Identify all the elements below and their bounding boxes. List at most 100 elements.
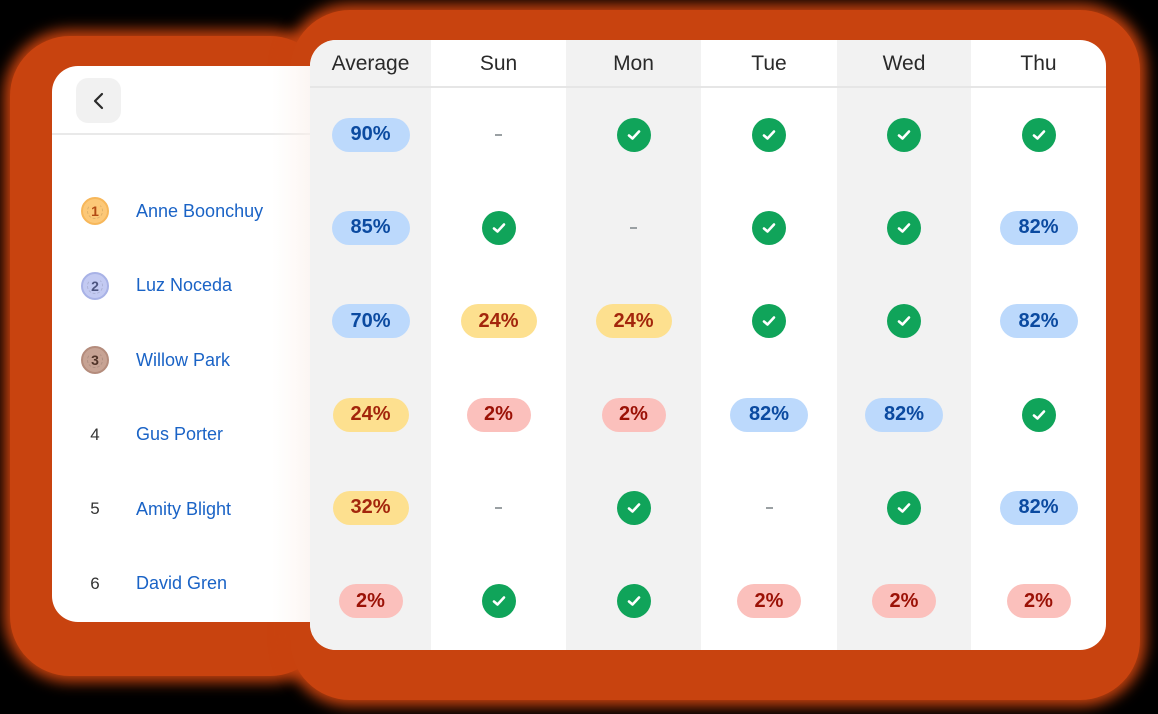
table-cell [701,461,837,554]
table-cell: 24% [566,275,701,368]
student-name-link[interactable]: David Gren [136,573,228,594]
check-circle-icon[interactable] [616,117,651,152]
table-cell [837,181,971,274]
table-cell: 82% [971,275,1106,368]
student-list-panel: 1 Anne Boonchuy 2 Luz Noceda 3 Willow Park 4 Gu… [52,66,332,622]
student-row[interactable]: 2 Luz Noceda [52,249,332,324]
check-circle-icon[interactable] [887,490,921,525]
score-pill-blue[interactable]: 82% [865,397,943,432]
table-cell: 2% [431,368,566,461]
student-row[interactable]: 3 Willow Park [52,323,332,398]
table-cell: 70% [310,275,431,368]
score-pill-red[interactable]: 2% [872,584,936,619]
back-button[interactable] [76,78,121,123]
column-header-sun[interactable]: Sun [479,52,518,75]
student-row[interactable]: 1 Anne Boonchuy [52,174,332,249]
rank-number-text: 4 [90,424,100,444]
score-pill-red[interactable]: 2% [1006,584,1071,619]
check-circle-icon[interactable] [752,117,786,152]
student-rank-list: 1 Anne Boonchuy 2 Luz Noceda 3 Willow Park 4 Gu… [52,174,332,621]
table-cell: 32% [310,461,431,554]
table-cell: 24% [431,275,566,368]
check-circle-icon[interactable] [481,584,516,619]
rank-number: 6 [80,569,110,599]
score-pill-red[interactable]: 2% [737,584,801,619]
student-row[interactable]: 5 Amity Blight [52,472,332,547]
column-header-thu[interactable]: Thu [1020,52,1057,75]
student-row[interactable]: 4 Gus Porter [52,398,332,473]
table-cell [431,181,566,274]
score-pill-yellow[interactable]: 32% [332,490,409,525]
score-pill-yellow[interactable]: 24% [595,304,672,339]
rank-number-text: 5 [90,499,100,519]
score-pill-yellow[interactable]: 24% [332,397,409,432]
check-circle-icon[interactable] [887,304,921,339]
table-cell: 90% [310,88,431,181]
header-divider [52,133,332,135]
student-name-link[interactable]: Anne Boonchuy [136,200,264,221]
check-circle-icon[interactable] [616,584,651,619]
check-circle-icon[interactable] [887,117,921,152]
table-cell [431,461,566,554]
student-name-link[interactable]: Willow Park [136,349,231,370]
table-cell [837,88,971,181]
table-cell [701,88,837,181]
column-header-wed[interactable]: Wed [882,52,926,75]
table-cell [837,275,971,368]
column-header-average[interactable]: Average [331,52,410,75]
score-pill-red[interactable]: 2% [338,584,403,619]
score-pill-blue[interactable]: 70% [331,304,410,339]
medal-rank: 3 [81,346,109,375]
table-cell [971,88,1106,181]
table-cell [566,88,701,181]
column-header-mon[interactable]: Mon [613,52,654,75]
table-cell: 85% [310,181,431,274]
score-pill-red[interactable]: 2% [466,397,531,432]
bronze-medal-icon: 3 [80,345,110,375]
student-name-link[interactable]: Gus Porter [136,424,224,445]
no-data-dash [495,133,502,136]
table-cell: 24% [310,368,431,461]
medal-rank: 1 [81,197,109,226]
table-cell: 2% [971,555,1106,648]
score-pill-yellow[interactable]: 24% [460,304,537,339]
table-cell: 2% [310,555,431,648]
student-row[interactable]: 6 David Gren [52,547,332,622]
score-pill-blue[interactable]: 90% [331,117,410,152]
table-cell: 82% [971,461,1106,554]
check-circle-icon[interactable] [752,304,786,339]
table-cell [566,555,701,648]
table-cell: 2% [701,555,837,648]
score-pill-blue[interactable]: 82% [730,397,808,432]
table-cell [701,181,837,274]
check-circle-icon[interactable] [481,210,516,245]
check-circle-icon[interactable] [887,210,921,245]
student-name-link[interactable]: Luz Noceda [136,275,233,296]
medal-rank: 2 [81,271,109,300]
score-pill-blue[interactable]: 82% [999,210,1078,245]
table-cell: 2% [566,368,701,461]
no-data-dash [495,506,502,509]
score-pill-red[interactable]: 2% [601,397,666,432]
check-circle-icon[interactable] [1021,117,1056,152]
check-circle-icon[interactable] [616,490,651,525]
column-header-tue[interactable]: Tue [751,52,787,75]
table-cell: 2% [837,555,971,648]
no-data-dash [630,226,637,229]
table-cell: 82% [837,368,971,461]
table-cell [971,368,1106,461]
no-data-dash [765,506,773,509]
check-circle-icon[interactable] [752,210,786,245]
table-cell [837,461,971,554]
table-cell [431,555,566,648]
table-cell: 82% [971,181,1106,274]
score-pill-blue[interactable]: 82% [999,490,1078,525]
check-circle-icon[interactable] [1021,397,1056,432]
score-pill-blue[interactable]: 85% [331,210,410,245]
silver-medal-icon: 2 [80,271,110,301]
score-pill-blue[interactable]: 82% [999,304,1078,339]
student-name-link[interactable]: Amity Blight [136,498,232,519]
weekly-score-table: Average Sun Mon Tue Wed Thu 90% 85% 82% 70% 24% 24%… [310,40,1106,650]
table-cell [566,181,701,274]
table-cell [431,88,566,181]
